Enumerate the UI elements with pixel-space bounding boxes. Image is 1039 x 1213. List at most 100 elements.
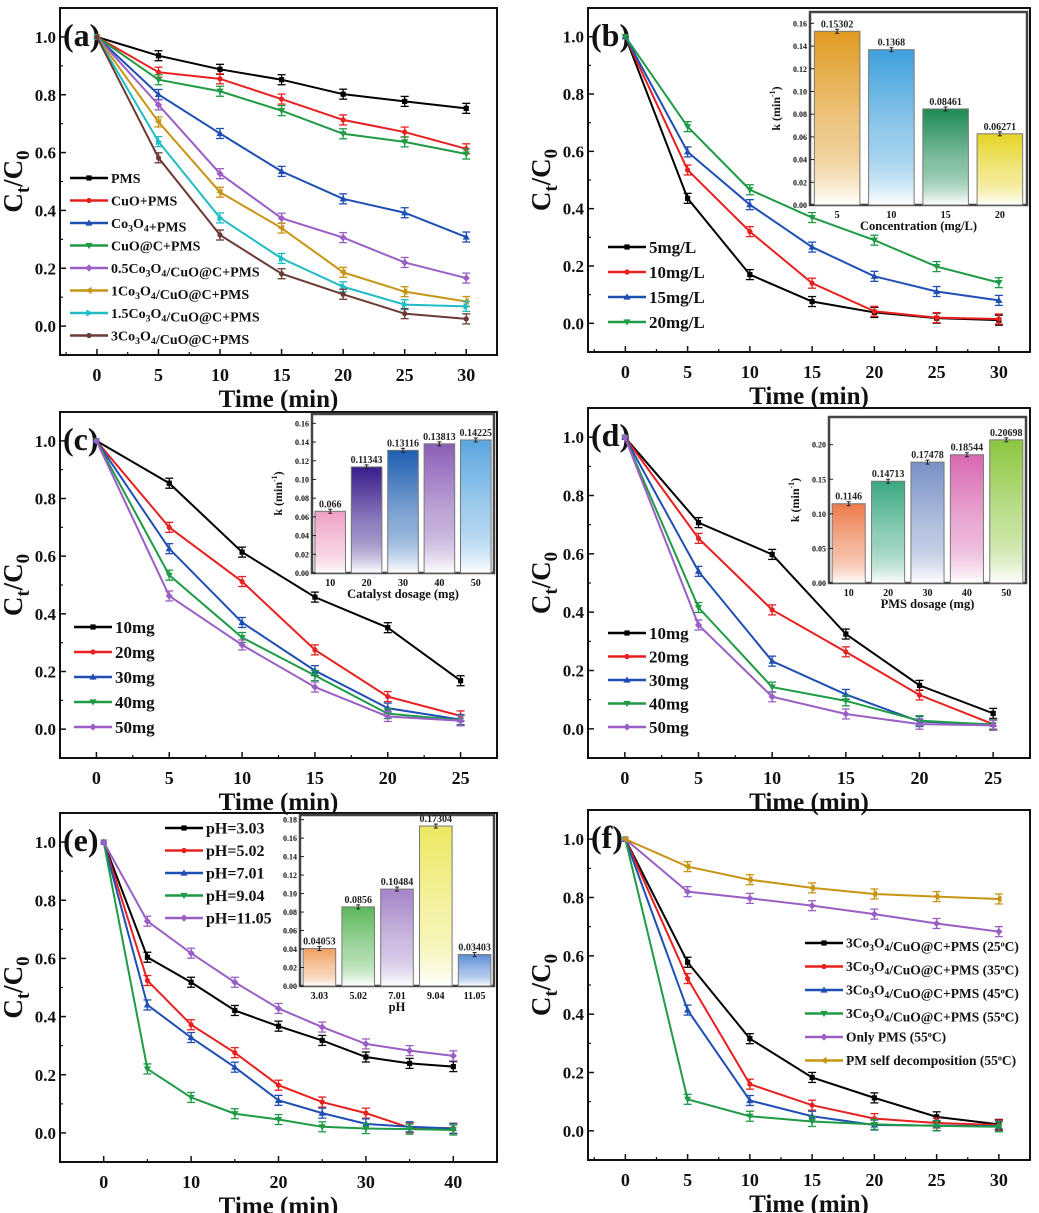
data-point (319, 1099, 325, 1105)
data-point (456, 717, 465, 725)
data-point (809, 1102, 815, 1108)
data-point (809, 1074, 815, 1081)
inset-y-tick-label: 0.18 (283, 816, 297, 825)
x-tick-label: 0 (92, 365, 101, 385)
data-point (216, 170, 224, 178)
inset-x-tick-label: 20 (995, 210, 1005, 221)
legend-label: PM self decomposition (55oC) (846, 1053, 1016, 1068)
data-point (746, 201, 754, 208)
panel-b: 0.0 0.2 0.4 0.6 0.8 1.0 0 5 10 15 20 25 30 Time (min)… (526, 7, 1031, 410)
inset-bar (989, 439, 1024, 584)
inset-bar (460, 439, 492, 574)
data-point (746, 894, 754, 902)
legend-marker (820, 1033, 828, 1041)
inset-x-tick-label: 15 (941, 210, 951, 221)
inset-bar (423, 443, 456, 574)
data-point (143, 917, 151, 925)
inset-y-tick-label: 0.00 (812, 579, 826, 588)
data-point (217, 232, 223, 238)
inset-y-tick-label: 0.04 (283, 945, 297, 954)
data-point (842, 698, 850, 705)
inset-bar-value-label: 0.13116 (387, 438, 419, 449)
series-5 (621, 835, 1003, 905)
series-4 (93, 33, 471, 284)
x-tick-label: 25 (452, 768, 470, 788)
x-tick-label: 25 (928, 1170, 946, 1190)
inset-bar (871, 480, 906, 584)
data-point (318, 1124, 326, 1131)
inset-y-tick-label: 0.16 (295, 419, 309, 428)
data-point (187, 1094, 195, 1102)
x-tick-label: 15 (306, 768, 324, 788)
legend-label: Only PMS (55oC) (846, 1030, 946, 1045)
inset-y-tick-label: 0.08 (283, 908, 297, 917)
legend-label: 50mg (649, 718, 689, 737)
y-tick-label: 1.0 (563, 830, 584, 849)
data-point (684, 1006, 692, 1013)
x-tick-label: 30 (457, 365, 475, 385)
legend-label: 1Co3O4/CuO@C+PMS (111, 284, 249, 303)
legend: 3Co3O4/CuO@C+PMS (25oC) 3Co3O4/CuO@C+PMS … (805, 936, 1019, 1068)
series-3 (93, 34, 471, 160)
legend-label: PMS (111, 172, 141, 187)
x-tick-label: 40 (444, 1172, 462, 1192)
inset-y-tick-label: 0.12 (283, 871, 297, 880)
legend-marker (90, 649, 96, 655)
inset-x-tick-label: 30 (923, 588, 933, 599)
x-tick-label: 5 (683, 362, 692, 382)
data-point (843, 649, 849, 655)
data-point (769, 551, 775, 558)
x-tick-label: 15 (837, 768, 855, 788)
series-5 (93, 33, 471, 308)
data-point (144, 977, 150, 984)
inset-y-tick-label: 0.10 (295, 475, 309, 484)
inset-bar-value-label: 0.08461 (929, 97, 962, 108)
y-tick-label: 0.8 (35, 86, 56, 105)
data-point (238, 641, 246, 649)
inset-bar (813, 30, 861, 206)
y-tick-label: 1.0 (563, 428, 584, 447)
legend-marker (623, 723, 631, 731)
data-point (933, 919, 941, 928)
x-tick-label: 0 (99, 1172, 108, 1192)
legend-label: pH=3.03 (206, 821, 264, 838)
series-1 (622, 34, 1003, 325)
data-point (318, 1109, 326, 1116)
series-line (624, 838, 999, 1128)
legend-label: 10mg/L (649, 263, 705, 282)
legend-marker (623, 676, 631, 683)
series-line (95, 440, 461, 717)
data-point (808, 1112, 816, 1119)
inset-bar (419, 825, 453, 987)
inset-y-axis-title: k (min-1) (270, 471, 285, 515)
data-point (274, 1116, 283, 1124)
data-point (187, 949, 195, 957)
data-point (746, 1096, 754, 1104)
inset-bar-value-label: 0.1368 (878, 38, 906, 49)
data-point (450, 1064, 456, 1070)
data-point (216, 88, 224, 95)
y-tick-label: 0.6 (563, 947, 584, 966)
data-point (217, 76, 223, 82)
legend-label: 1.5Co3O4/CuO@C+PMS (111, 307, 260, 326)
series-3 (621, 34, 1003, 289)
inset-bar-value-label: 0.06271 (984, 122, 1017, 133)
data-point (808, 884, 815, 892)
data-point (989, 721, 997, 729)
inset-bar (976, 133, 1024, 206)
data-point (216, 129, 224, 137)
legend-label: 0.5Co3O4/CuO@C+PMS (111, 262, 260, 281)
legend-marker (89, 723, 97, 731)
inset-x-tick-label: 11.05 (464, 991, 486, 1002)
inset-y-tick-label: 0.04 (793, 156, 807, 165)
inset-bar-value-label: 0.0856 (344, 895, 372, 906)
legend-marker (821, 940, 827, 946)
data-point (694, 567, 703, 574)
y-tick-label: 0.2 (35, 259, 56, 278)
data-point (166, 524, 172, 530)
data-point (238, 634, 246, 642)
y-tick-label: 0.4 (563, 200, 585, 219)
x-axis-title: Time (min) (219, 386, 339, 413)
data-point (275, 1082, 282, 1088)
data-point (154, 90, 163, 98)
